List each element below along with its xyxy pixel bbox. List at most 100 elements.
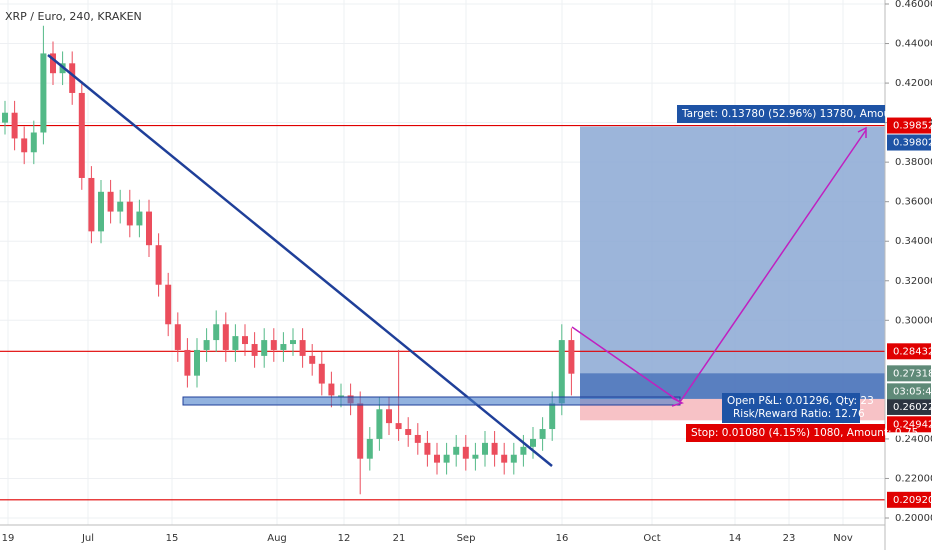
x-tick-label: 15 bbox=[166, 533, 179, 544]
price-tag-bg bbox=[887, 398, 931, 415]
candle-body bbox=[213, 324, 220, 341]
candle-body bbox=[482, 442, 488, 455]
x-tick-label: Jul bbox=[81, 533, 94, 544]
x-tick-label: Nov bbox=[833, 533, 853, 544]
candle-body bbox=[88, 177, 95, 232]
position-boxes bbox=[0, 124, 885, 501]
candle-body bbox=[117, 201, 124, 212]
candle-body bbox=[338, 395, 344, 397]
candle-body bbox=[146, 211, 152, 246]
candle-body bbox=[270, 340, 277, 350]
price-tag-bg bbox=[887, 134, 931, 151]
stop-label-bg bbox=[686, 424, 885, 442]
candle-body bbox=[40, 53, 47, 133]
candle-body bbox=[280, 344, 287, 350]
price-tag: 0.27318 bbox=[893, 368, 932, 379]
chart-title: XRP / Euro, 240, KRAKEN bbox=[5, 10, 142, 23]
candle-body bbox=[194, 349, 200, 376]
price-tag-bg bbox=[887, 117, 931, 134]
price-tag-bg bbox=[887, 365, 931, 382]
price-tag-bg bbox=[887, 491, 931, 508]
x-tick-label: Sep bbox=[457, 533, 476, 544]
x-tick-label: 16 bbox=[556, 533, 569, 544]
candle-body bbox=[30, 132, 37, 153]
price-tag-bg bbox=[887, 416, 931, 433]
target-label-bg bbox=[677, 105, 885, 123]
candle-body bbox=[328, 383, 335, 396]
candle-body bbox=[69, 63, 76, 93]
ratio-label: Risk/Reward Ratio: 12.76 bbox=[733, 408, 865, 420]
candle-body bbox=[558, 340, 565, 404]
candle-body bbox=[222, 324, 229, 350]
candle-body bbox=[2, 112, 8, 123]
candle-body bbox=[434, 454, 440, 463]
candle-body bbox=[395, 423, 402, 430]
candle-body bbox=[386, 409, 392, 424]
candle-body bbox=[501, 454, 508, 463]
x-tick-label: 19 bbox=[2, 533, 15, 544]
x-tick-label: 14 bbox=[729, 533, 742, 544]
x-tick-label: Oct bbox=[643, 533, 660, 544]
pnl-label-bg bbox=[722, 393, 860, 423]
candle-body bbox=[318, 363, 325, 384]
candle-body bbox=[376, 409, 383, 439]
candle-body bbox=[462, 446, 469, 459]
target-zone bbox=[580, 126, 885, 399]
candle-body bbox=[165, 284, 172, 325]
price-tag-bg bbox=[887, 343, 931, 360]
candle-body bbox=[242, 336, 248, 345]
candle-body bbox=[21, 138, 28, 153]
candle-body bbox=[539, 429, 546, 439]
candle-body bbox=[520, 446, 527, 455]
candle-body bbox=[78, 92, 85, 178]
price-tag: 0.39852 bbox=[893, 121, 932, 132]
candle-body bbox=[50, 53, 56, 74]
x-tick-label: Aug bbox=[267, 533, 287, 544]
candle-body bbox=[11, 112, 18, 139]
candle-body bbox=[549, 403, 556, 430]
candle-body bbox=[261, 340, 268, 356]
x-tick-label: 23 bbox=[783, 533, 796, 544]
target-label: Target: 0.13780 (52.96%) 13780, Amount: … bbox=[681, 108, 918, 120]
price-tag: 0.28432 bbox=[893, 346, 932, 357]
x-tick-label: 21 bbox=[393, 533, 406, 544]
countdown: 03:05:49 bbox=[893, 386, 932, 397]
price-tag: 0.20920 bbox=[893, 495, 932, 506]
candle-body bbox=[174, 324, 181, 350]
projection-arrows bbox=[571, 126, 867, 407]
price-tag: 0.26022 bbox=[893, 402, 932, 413]
candle-body bbox=[155, 245, 162, 285]
y-tick-label: 0.20000 bbox=[895, 513, 932, 524]
candle-body bbox=[299, 340, 306, 356]
candle-body bbox=[232, 336, 239, 350]
candle-body bbox=[184, 349, 191, 376]
stop-label: Stop: 0.01080 (4.15%) 1080, Amount: 0.75 bbox=[691, 427, 918, 439]
candle-body bbox=[107, 191, 114, 212]
candle-body bbox=[203, 340, 210, 350]
candle-body bbox=[491, 442, 498, 455]
support-zone bbox=[182, 396, 681, 406]
candle-body bbox=[366, 438, 373, 459]
price-tag: 0.39802 bbox=[893, 138, 932, 149]
x-tick-label: 12 bbox=[338, 533, 351, 544]
price-tag: 0.24942 bbox=[893, 419, 932, 430]
candle-body bbox=[530, 438, 536, 447]
candle-body bbox=[405, 429, 412, 435]
pnl-label: Open P&L: 0.01296, Qty: 23 bbox=[727, 395, 874, 407]
candle-body bbox=[424, 442, 431, 455]
candle-body bbox=[453, 446, 460, 455]
candle-body bbox=[290, 340, 296, 345]
candle-body bbox=[136, 211, 143, 226]
candle-body bbox=[568, 340, 575, 374]
